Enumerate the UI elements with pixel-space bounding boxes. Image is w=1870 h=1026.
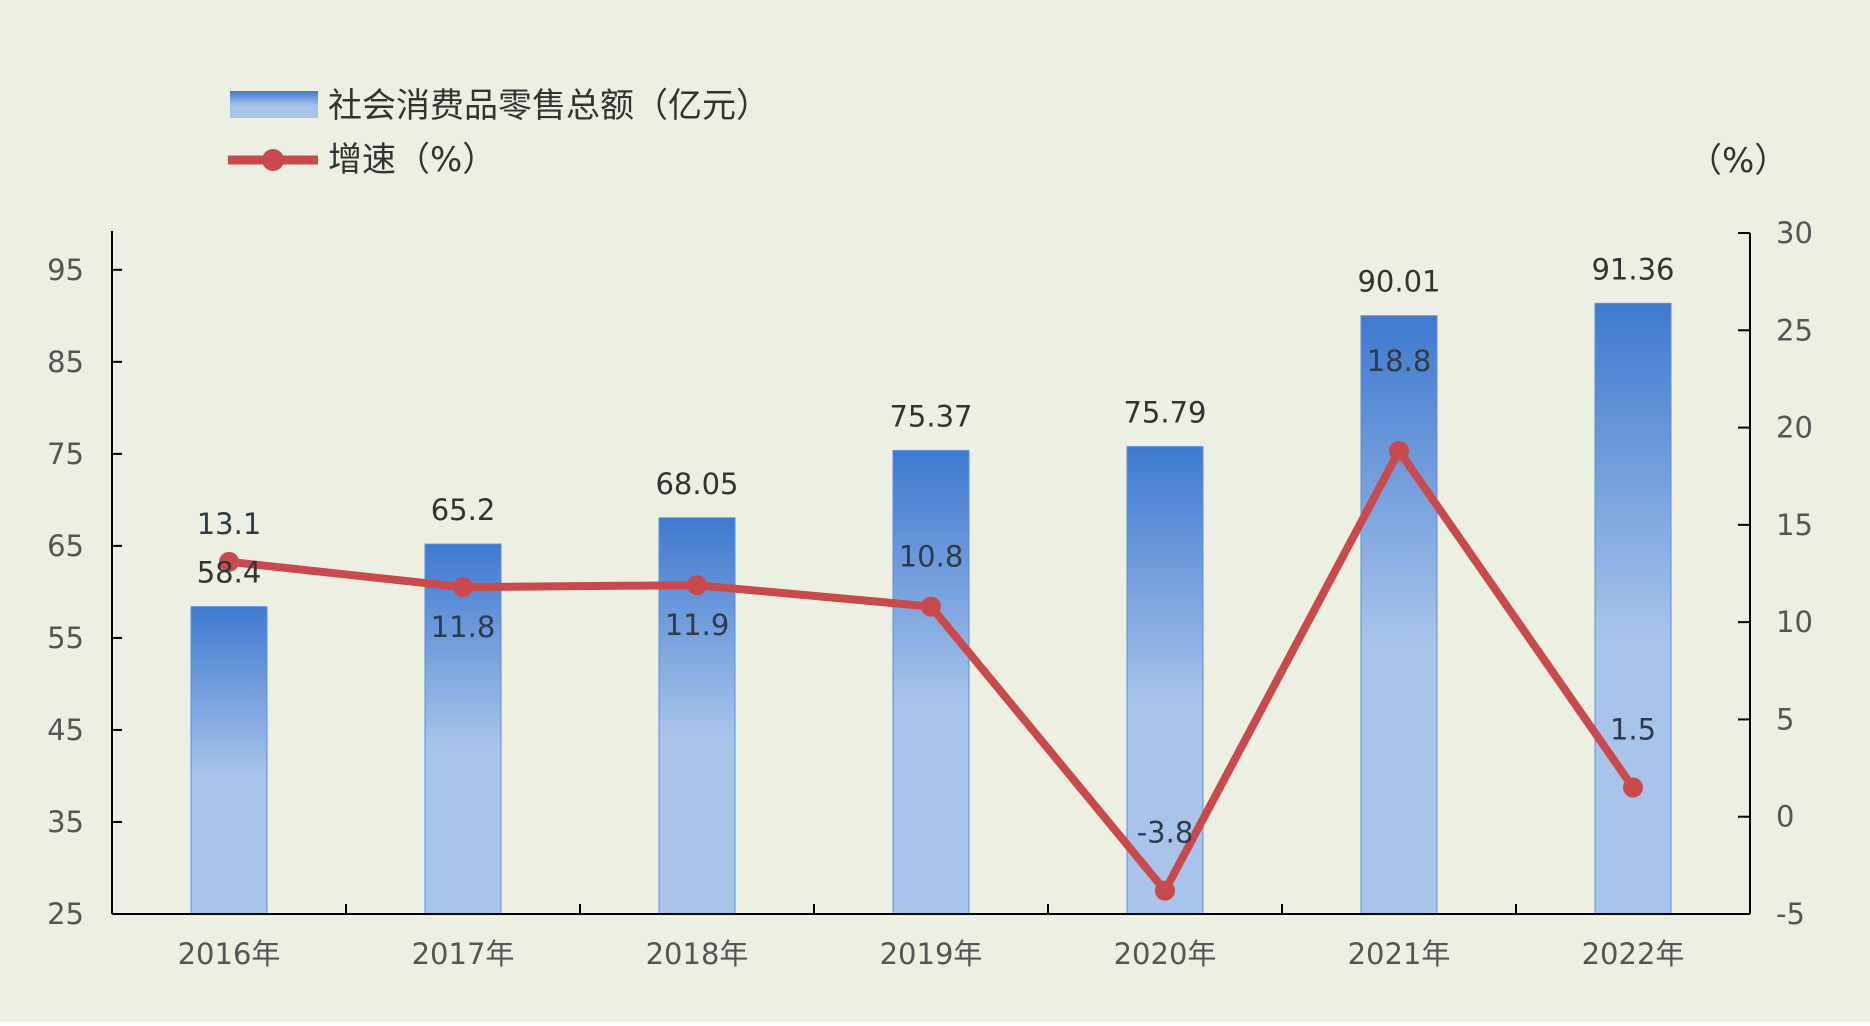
growth-point-0 [219, 551, 239, 572]
growth-value-label-1: 11.8 [431, 610, 496, 644]
bar-value-label-5: 90.01 [1357, 265, 1440, 299]
x-tick-label-0: 2016年 [178, 937, 281, 971]
legend-bar-swatch [230, 91, 318, 118]
x-tick-label-4: 2020年 [1114, 937, 1217, 971]
left-tick-label-1: 35 [47, 805, 84, 839]
left-tick-label-6: 85 [47, 345, 84, 379]
left-tick-label-3: 55 [47, 621, 84, 655]
growth-value-label-4: -3.8 [1137, 816, 1194, 850]
bar-5 [1360, 315, 1438, 915]
left-tick-label-2: 45 [47, 713, 84, 747]
growth-value-label-5: 18.8 [1367, 344, 1432, 378]
growth-value-label-6: 1.5 [1610, 713, 1656, 747]
growth-point-1 [453, 577, 473, 598]
right-axis-unit-label: （%） [1688, 141, 1788, 181]
left-tick-label-7: 95 [47, 253, 84, 287]
axes: 25 35 45 55 65 75 85 95 -5 0 5 10 15 20 25 30 2016年 2017年… [47, 216, 1813, 971]
bar-value-label-4: 75.79 [1123, 396, 1206, 430]
legend-line-marker [262, 149, 284, 171]
legend-line-label: 增速（%） [328, 140, 496, 180]
data-labels: 58.4 65.2 68.05 75.37 75.79 90.01 91.36 13.1 11.… [197, 252, 1675, 849]
left-tick-label-4: 65 [47, 529, 84, 563]
growth-line [219, 440, 1643, 901]
right-tick-label-5: 20 [1776, 411, 1813, 445]
bar-1 [424, 543, 502, 915]
growth-point-2 [687, 575, 707, 596]
growth-point-3 [921, 596, 941, 617]
growth-point-6 [1623, 777, 1643, 798]
growth-value-label-3: 10.8 [899, 540, 964, 574]
x-tick-label-2: 2018年 [646, 937, 749, 971]
growth-value-label-2: 11.9 [665, 608, 730, 642]
bar-value-label-6: 91.36 [1591, 252, 1674, 286]
right-tick-label-4: 15 [1776, 508, 1813, 542]
bar-value-label-0: 58.4 [197, 556, 262, 590]
bar-value-label-1: 65.2 [431, 493, 496, 527]
right-tick-label-7: 30 [1776, 216, 1813, 250]
right-tick-label-6: 25 [1776, 313, 1813, 347]
growth-point-5 [1389, 440, 1409, 461]
right-tick-label-0: -5 [1776, 897, 1805, 931]
bar-value-label-2: 68.05 [655, 467, 738, 501]
legend: 社会消费品零售总额（亿元） 增速（%） [228, 86, 770, 180]
bar-0 [190, 606, 268, 915]
x-tick-label-3: 2019年 [880, 937, 983, 971]
growth-value-label-0: 13.1 [197, 507, 262, 541]
right-tick-label-2: 5 [1776, 702, 1794, 736]
left-tick-label-5: 75 [47, 437, 84, 471]
left-tick-label-0: 25 [47, 897, 84, 931]
bar-3 [892, 449, 970, 915]
x-tick-label-1: 2017年 [412, 937, 515, 971]
right-tick-label-3: 10 [1776, 605, 1813, 639]
bar-value-label-3: 75.37 [889, 399, 972, 433]
x-tick-label-6: 2022年 [1582, 937, 1685, 971]
right-tick-label-1: 0 [1776, 800, 1794, 834]
legend-bar-label: 社会消费品零售总额（亿元） [328, 86, 770, 126]
growth-point-4 [1155, 880, 1175, 901]
bar-6 [1594, 302, 1672, 915]
x-tick-label-5: 2021年 [1348, 937, 1451, 971]
